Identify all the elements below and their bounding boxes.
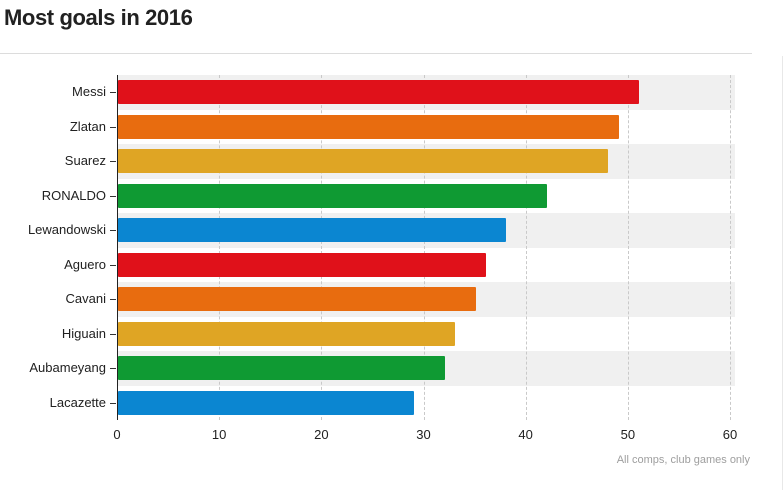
y-axis-line xyxy=(117,75,118,420)
y-tick-mark xyxy=(110,161,116,163)
gridline xyxy=(730,75,731,420)
y-tick-mark xyxy=(110,402,116,404)
y-tick-mark xyxy=(110,264,116,266)
category-label: Suarez xyxy=(64,153,106,168)
category-label: Cavani xyxy=(65,291,106,306)
gridline xyxy=(525,75,527,420)
x-tick-label: 40 xyxy=(518,427,533,442)
category-label: RONALDO xyxy=(41,187,106,203)
category-label: Aubameyang xyxy=(29,360,106,375)
chart-title: Most goals in 2016 xyxy=(4,5,193,30)
y-tick-mark xyxy=(110,195,116,197)
footnote: All comps, club games only xyxy=(616,454,750,466)
bar-suarez[interactable] xyxy=(118,149,608,174)
right-border xyxy=(782,56,783,490)
bar-higuain[interactable] xyxy=(118,321,455,346)
x-tick-label: 30 xyxy=(416,427,431,442)
gridline xyxy=(423,75,425,420)
x-tick-label: 60 xyxy=(722,427,738,442)
y-tick-mark xyxy=(110,333,116,335)
gridline xyxy=(321,75,323,420)
title-divider xyxy=(0,53,752,54)
gridline xyxy=(627,75,629,420)
category-label: Messi xyxy=(72,84,106,99)
category-label: Higuain xyxy=(61,325,106,341)
bar-zlatan[interactable] xyxy=(118,114,619,139)
y-tick-mark xyxy=(110,230,116,232)
x-tick-label: 20 xyxy=(314,427,329,442)
x-tick-label: 50 xyxy=(620,427,636,442)
bar-lewandowski[interactable] xyxy=(118,218,506,243)
y-tick-mark xyxy=(110,299,116,301)
bar-aubameyang[interactable] xyxy=(118,356,445,381)
category-label: Lewandowski xyxy=(27,222,106,237)
y-tick-mark xyxy=(110,92,116,94)
bar-messi[interactable] xyxy=(118,80,639,105)
x-tick-label: 10 xyxy=(211,427,227,442)
bar-aguero[interactable] xyxy=(118,252,486,277)
bar-ronaldo[interactable] xyxy=(118,183,547,208)
bar-lacazette[interactable] xyxy=(118,390,414,415)
y-tick-mark xyxy=(110,126,116,128)
category-label: Lacazette xyxy=(49,394,106,410)
category-label: Aguero xyxy=(64,256,106,272)
gridline xyxy=(219,75,221,420)
category-label: Zlatan xyxy=(69,118,106,134)
bar-cavani[interactable] xyxy=(118,287,476,312)
y-tick-mark xyxy=(110,368,116,370)
x-tick-label: 0 xyxy=(113,427,121,442)
